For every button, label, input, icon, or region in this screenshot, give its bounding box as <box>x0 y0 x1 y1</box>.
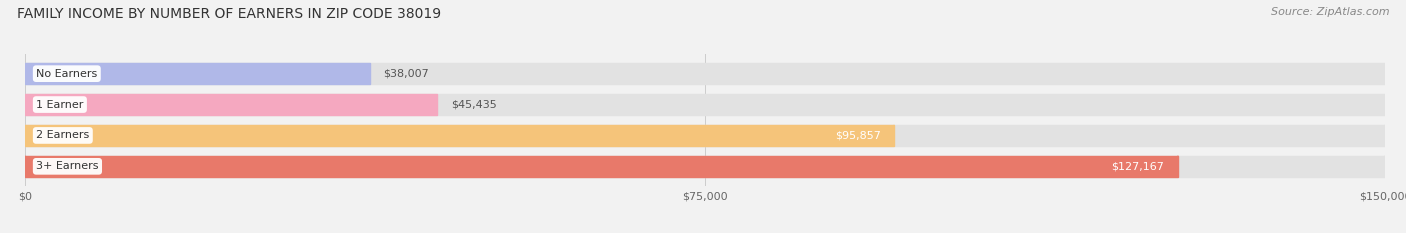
Text: $45,435: $45,435 <box>451 99 496 110</box>
Text: 1 Earner: 1 Earner <box>37 99 83 110</box>
Text: $38,007: $38,007 <box>384 69 429 79</box>
Text: 2 Earners: 2 Earners <box>37 130 90 140</box>
Bar <box>25 156 1385 177</box>
Text: 3+ Earners: 3+ Earners <box>37 161 98 171</box>
Bar <box>25 94 437 115</box>
Text: FAMILY INCOME BY NUMBER OF EARNERS IN ZIP CODE 38019: FAMILY INCOME BY NUMBER OF EARNERS IN ZI… <box>17 7 441 21</box>
Text: $127,167: $127,167 <box>1112 161 1164 171</box>
Bar <box>25 63 1385 84</box>
Bar <box>25 63 370 84</box>
Bar <box>25 125 894 146</box>
Bar <box>25 156 1178 177</box>
Bar <box>25 94 1385 115</box>
Text: $95,857: $95,857 <box>835 130 880 140</box>
Bar <box>25 125 1385 146</box>
Text: No Earners: No Earners <box>37 69 97 79</box>
Text: Source: ZipAtlas.com: Source: ZipAtlas.com <box>1271 7 1389 17</box>
